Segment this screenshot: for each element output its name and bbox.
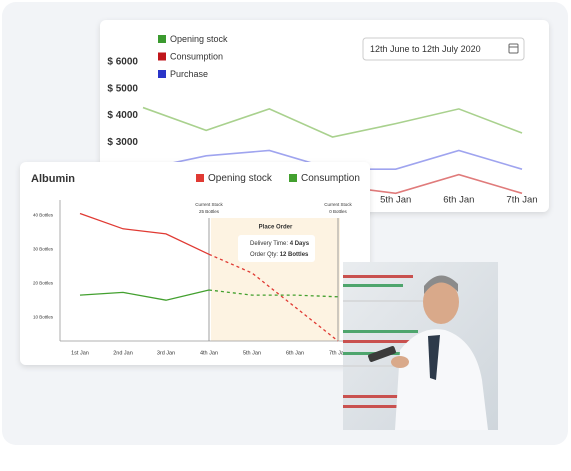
qty: Order Qty: 12 Bottles [250,252,309,258]
date-range: 12th June to 12th July 2020 [370,44,481,54]
legend-swatch [289,174,297,182]
legend-swatch [196,174,204,182]
legend-swatch [158,70,166,78]
x-tick-label: 4th Jan [200,350,218,356]
legend-swatch [158,52,166,61]
y-tick-label: 10 Bottles [33,314,54,319]
delivery-label: Delivery Time: [250,241,288,247]
annotation: Current Stock [195,202,223,207]
legend-label: Opening stock [170,34,228,44]
x-tick-label: 1st Jan [71,350,89,356]
order-title: Place Order [259,225,293,231]
qty-value: 12 Bottles [280,252,309,258]
qty-label: Order Qty: [250,252,278,258]
photo [343,262,498,430]
chart-title: Albumin [31,173,75,185]
series-line [79,289,339,301]
annotation: 25 Bottles [199,209,220,214]
pharmacist [368,275,488,430]
y-tick-label: 30 Bottles [33,246,54,251]
x-tick-label: 6th Jan [286,350,304,356]
calendar-icon [508,43,519,54]
y-tick-label: 40 Bottles [33,212,54,217]
y-tick-label: $ 5000 [107,83,138,94]
front-card: Albumin Place Order Delivery Time: 4 Day… [20,162,370,365]
legend-label: Consumption [301,173,360,184]
legend-label: Consumption [170,51,223,61]
x-tick-label: 7th Jan [329,350,347,356]
series-line [142,106,523,138]
x-tick-label: 5th Jan [243,350,261,356]
x-tick-label: 7th Jan [506,195,537,206]
legend-label: Purchase [170,69,208,79]
annotation: Current Stock [324,202,352,207]
delivery-value: 4 Days [290,241,310,247]
x-tick-label: 3rd Jan [157,350,175,356]
delivery: Delivery Time: 4 Days [250,241,310,247]
series-line [79,212,339,342]
y-tick-label: $ 4000 [107,110,138,121]
annotation: 0 Bottles [329,209,347,214]
y-tick-label: 20 Bottles [33,280,54,285]
y-tick-label: $ 3000 [107,137,138,148]
y-tick-label: $ 6000 [107,57,138,68]
date-picker[interactable] [362,37,525,61]
order-box [238,235,315,262]
x-tick-label: 6th Jan [443,195,474,206]
legend-label: Opening stock [208,173,273,184]
legend-swatch [158,35,166,43]
x-tick-label: 2nd Jan [113,350,133,356]
x-tick-label: 5th Jan [380,195,411,206]
